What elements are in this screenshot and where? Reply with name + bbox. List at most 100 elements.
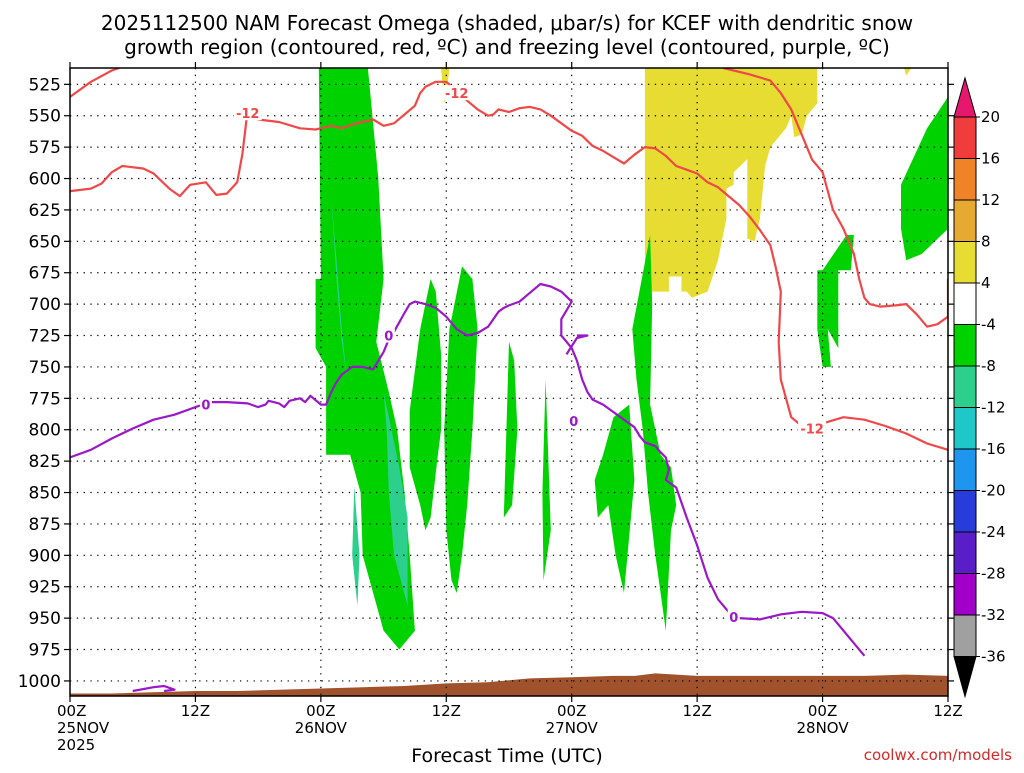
freezing-contour-label-bg: [567, 412, 580, 428]
freezing-contour-line: [70, 282, 866, 657]
title-line-1: 2025112500 NAM Forecast Omega (shaded, μ…: [101, 11, 913, 35]
colorbar-label: -8: [981, 357, 996, 375]
dgz-contour-label: -12: [800, 422, 824, 437]
omega-region: [352, 486, 360, 606]
plot-area: -12 -12 -12 0 0 0 0: [69, 67, 949, 697]
dgz-contour-label: -12: [236, 107, 260, 122]
x-tick-label: 00Z: [808, 702, 837, 720]
colorbar-bin: [953, 614, 977, 657]
colorbar-bin: [953, 448, 977, 491]
terrain-fill: [70, 673, 948, 696]
colorbar-bin: [953, 324, 977, 367]
y-tick-label: 725: [29, 327, 61, 347]
omega-region: [817, 235, 854, 349]
colorbar-label: 16: [981, 150, 1000, 168]
freezing-contour-line: [565, 334, 589, 355]
freezing-contour-label: 0: [384, 330, 393, 345]
colorbar-bin: [953, 199, 977, 242]
omega-region: [594, 404, 635, 593]
dgz-contour-label-bg: [442, 85, 471, 101]
y-tick-label: 575: [29, 138, 61, 158]
y-tick-label: 800: [29, 421, 61, 441]
dgz-contour-line: [723, 68, 948, 328]
colorbar-label: 8: [981, 233, 991, 251]
colorbar-label: 4: [981, 274, 991, 292]
x-tick-label: 12Z: [933, 702, 962, 720]
colorbar-bin: [953, 407, 977, 450]
freezing-contour-label-bg: [382, 327, 395, 343]
y-tick-label: 925: [29, 578, 61, 598]
colorbar-label: 12: [981, 191, 1000, 209]
omega-region: [904, 68, 912, 76]
colorbar-label: -32: [981, 606, 1006, 624]
freezing-contour-label-bg: [199, 396, 212, 412]
gridlines: [70, 68, 948, 696]
y-tick-label: 525: [29, 75, 61, 95]
plot-frame: [69, 67, 949, 697]
omega-shading-layer: [315, 68, 948, 650]
dgz-contour-line: [70, 80, 948, 451]
colorbar-top-arrow: [953, 76, 977, 118]
dgz-contours: -12 -12 -12: [70, 68, 948, 451]
y-tick-label: 700: [29, 295, 61, 315]
colorbar-label: -4: [981, 316, 996, 334]
y-tick-label: 600: [29, 170, 61, 190]
y-tick-label: 650: [29, 232, 61, 252]
colorbar-bin: [953, 241, 977, 284]
colorbar-bin: [953, 282, 977, 325]
y-axis-ticks: 525 550 575 600 625 650 675 700 725 750 775 800 825 8…: [18, 75, 954, 692]
y-tick-label: 825: [29, 452, 61, 472]
colorbar-bin: [953, 365, 977, 408]
omega-region: [632, 235, 677, 631]
colorbar-bin: [953, 531, 977, 574]
x-tick-label: 12Z: [181, 702, 210, 720]
y-tick-label: 625: [29, 201, 61, 221]
y-tick-label: 850: [29, 484, 61, 504]
omega-region: [503, 341, 518, 518]
colorbar-label: -12: [981, 399, 1006, 417]
colorbar-bin: [953, 158, 977, 201]
colorbar-bin: [953, 573, 977, 616]
credit-text: coolwx.com/models: [864, 746, 1012, 764]
x-tick-label: 27NOV: [546, 719, 599, 737]
colorbar-label: -20: [981, 482, 1006, 500]
title-line-2: growth region (contoured, red, ºC) and f…: [124, 35, 890, 59]
x-tick-label: 28NOV: [797, 719, 850, 737]
colorbar-label: -36: [981, 648, 1006, 666]
omega-region: [901, 96, 948, 261]
y-tick-label: 900: [29, 546, 61, 566]
freezing-level-contours: 0 0 0 0: [70, 282, 866, 693]
colorbar-bin: [953, 116, 977, 159]
colorbar-bottom-arrow: [953, 656, 977, 699]
x-tick-label: 2025: [57, 736, 95, 754]
freezing-contour-label: 0: [201, 399, 210, 414]
freezing-contour-label: 0: [569, 415, 578, 430]
dgz-contour-label-bg: [798, 420, 827, 436]
x-tick-label: 25NOV: [57, 719, 110, 737]
x-tick-label: 00Z: [557, 702, 586, 720]
freezing-contour-line: [132, 684, 176, 693]
y-tick-label: 1000: [18, 672, 61, 692]
colorbar-label: -16: [981, 440, 1006, 458]
y-tick-label: 775: [29, 389, 61, 409]
y-tick-label: 550: [29, 107, 61, 127]
colorbar-bin: [953, 490, 977, 533]
colorbar: 20 16 12 8 4 -4 -8 -12 -16 -20 -24 -28 -32 -36: [953, 76, 1006, 699]
x-tick-label: 26NOV: [295, 719, 348, 737]
colorbar-label: 20: [981, 108, 1000, 126]
freezing-contour-label: 0: [729, 611, 738, 626]
omega-region: [542, 379, 551, 581]
y-tick-label: 975: [29, 641, 61, 661]
y-tick-label: 750: [29, 358, 61, 378]
y-tick-label: 675: [29, 264, 61, 284]
dgz-contour-line: [70, 68, 120, 98]
colorbar-label: -28: [981, 565, 1006, 583]
dgz-contour-label-bg: [233, 105, 262, 121]
freezing-contour-label-bg: [727, 608, 740, 624]
x-tick-label: 00Z: [57, 702, 86, 720]
colorbar-label: -24: [981, 523, 1006, 541]
x-tick-label: 12Z: [682, 702, 711, 720]
omega-region: [444, 266, 478, 593]
